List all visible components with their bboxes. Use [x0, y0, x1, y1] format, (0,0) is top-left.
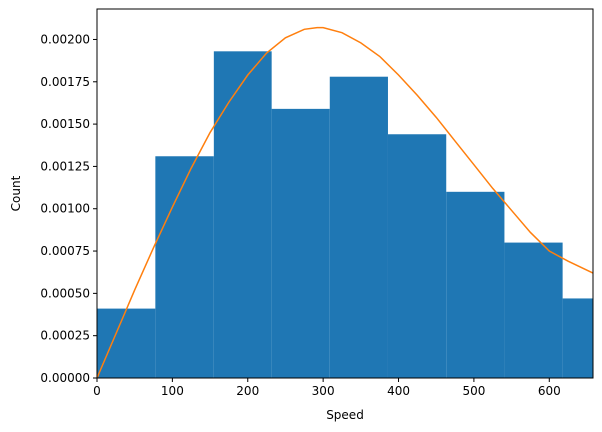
histogram-bar-1: [155, 156, 214, 378]
histogram-bar-4: [329, 76, 388, 378]
x-axis-label: Speed: [326, 408, 364, 422]
y-tick-label-2: 0.00050: [40, 286, 90, 300]
axes-frame: [96, 8, 594, 379]
x-tick-label-3: 300: [312, 384, 335, 398]
fit-curve: [96, 26, 594, 379]
y-tick-label-4: 0.00100: [40, 202, 90, 216]
histogram-bar-2: [213, 51, 272, 378]
histogram-bar-7: [504, 242, 563, 378]
histogram-bar-8: [562, 298, 593, 378]
x-tick-label-6: 600: [538, 384, 561, 398]
histogram-bar-3: [271, 108, 330, 378]
x-tick-label-5: 500: [462, 384, 485, 398]
y-tick-label-5: 0.00125: [40, 159, 90, 173]
x-tick-label-4: 400: [387, 384, 410, 398]
y-tick-label-6: 0.00150: [40, 117, 90, 131]
histogram-bar-5: [387, 134, 447, 378]
y-tick-label-8: 0.00200: [40, 32, 90, 46]
x-axis-ticks: 0 100 200 300 400 500 600: [93, 378, 561, 398]
y-tick-label-1: 0.00025: [40, 329, 90, 343]
x-tick-label-2: 200: [236, 384, 259, 398]
histogram-bar-0: [97, 308, 156, 378]
y-tick-label-7: 0.00175: [40, 75, 90, 89]
histogram-bar-6: [446, 191, 505, 378]
y-tick-label-0: 0.00000: [40, 371, 90, 385]
x-tick-label-1: 100: [161, 384, 184, 398]
bars-group: [97, 51, 593, 378]
y-tick-label-3: 0.00075: [40, 244, 90, 258]
y-axis-label: Count: [9, 175, 23, 211]
y-axis-ticks: 0.00000 0.00025 0.00050 0.00075 0.00100 0.001…: [40, 32, 97, 385]
plot-area: [96, 26, 594, 379]
x-tick-label-0: 0: [93, 384, 101, 398]
